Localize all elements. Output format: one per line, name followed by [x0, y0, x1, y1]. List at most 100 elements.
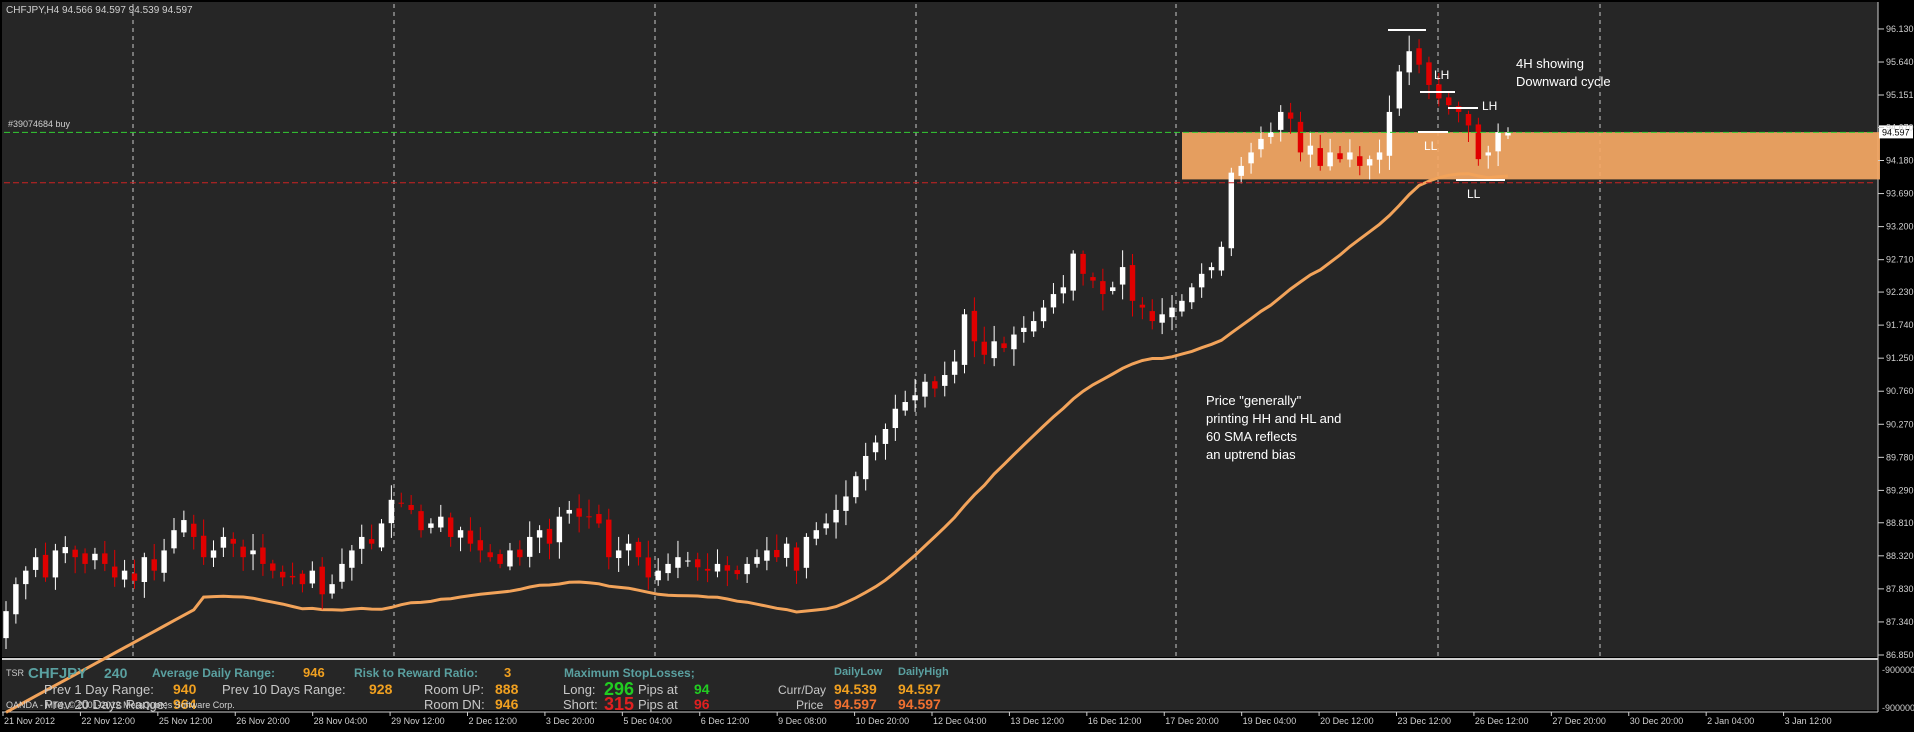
- candle-body-74: [734, 570, 740, 575]
- candle-56: [556, 507, 563, 559]
- candle-body-3: [32, 557, 39, 570]
- annotation-lh-1: LH: [1434, 68, 1449, 82]
- candle-88: [872, 435, 879, 461]
- candle-body-26: [260, 547, 266, 564]
- candle-79: [783, 537, 790, 567]
- x-tick-label-16: 19 Dec 04:00: [1243, 716, 1297, 726]
- candle-body-91: [902, 402, 908, 411]
- candle-body-81: [803, 536, 810, 568]
- candle-body-144: [1426, 62, 1432, 85]
- candle-59: [586, 499, 592, 529]
- candle-78: [774, 534, 780, 562]
- candle-body-96: [951, 361, 958, 375]
- candle-body-37: [368, 539, 375, 544]
- candle-117: [1159, 298, 1165, 335]
- candle-body-117: [1159, 314, 1165, 323]
- plot-area: [2, 2, 1878, 657]
- candle-6: [62, 536, 69, 564]
- candle-148: [1465, 110, 1472, 143]
- candle-38: [378, 518, 385, 552]
- candle-85: [843, 480, 849, 526]
- candle-124: [1228, 167, 1235, 257]
- long-value: 296: [604, 679, 634, 699]
- candle-body-24: [240, 546, 246, 558]
- candle-28: [279, 565, 286, 587]
- candle-body-107: [1060, 287, 1067, 294]
- y-tick-label-4: 94.180: [1886, 156, 1914, 166]
- tsr-period: 240: [104, 665, 128, 681]
- candle-body-115: [1139, 304, 1146, 308]
- candle-42: [418, 504, 424, 538]
- candle-57: [566, 500, 572, 524]
- candle-132: [1307, 131, 1314, 168]
- candle-body-85: [843, 496, 849, 511]
- candle-74: [734, 565, 740, 580]
- candle-90: [892, 394, 899, 441]
- room-dn-value: 946: [495, 696, 519, 712]
- candle-body-126: [1248, 152, 1254, 164]
- candle-23: [230, 532, 236, 558]
- candle-63: [625, 534, 632, 566]
- candle-113: [1119, 250, 1126, 300]
- candle-114: [1129, 253, 1136, 317]
- candle-body-149: [1475, 124, 1482, 160]
- candle-body-139: [1376, 152, 1383, 160]
- candle-body-44: [438, 516, 444, 528]
- room-up-value: 888: [495, 681, 519, 697]
- x-tick-label-6: 2 Dec 12:00: [469, 716, 518, 726]
- candle-body-72: [714, 563, 721, 572]
- candle-body-27: [270, 563, 276, 571]
- candle-body-109: [1080, 253, 1086, 274]
- order-label: #39074684 buy: [8, 119, 71, 129]
- candle-body-73: [724, 565, 731, 571]
- price-high-value: 94.597: [898, 696, 941, 712]
- candle-body-79: [783, 543, 790, 558]
- candle-82: [813, 522, 820, 546]
- candle-body-80: [793, 547, 800, 571]
- annotation-price-4: an uptrend bias: [1206, 447, 1296, 462]
- pips-long-value: 94: [694, 681, 710, 697]
- candle-body-43: [428, 523, 434, 528]
- x-tick-label-14: 16 Dec 12:00: [1088, 716, 1142, 726]
- candle-body-128: [1268, 132, 1274, 137]
- candle-104: [1030, 311, 1037, 337]
- y-tick-label-19: 86.850: [1886, 650, 1914, 660]
- candle-body-110: [1090, 277, 1096, 281]
- candle-body-86: [853, 476, 859, 498]
- y-tick-label-16: 88.320: [1886, 551, 1914, 561]
- candle-47: [467, 517, 474, 552]
- y-tick-label-7: 92.710: [1886, 255, 1914, 265]
- candle-12: [121, 559, 128, 588]
- candle-92: [912, 378, 918, 412]
- candle-32: [319, 557, 325, 610]
- candle-91: [902, 390, 908, 416]
- candle-body-137: [1357, 156, 1363, 166]
- y-tick-label-14: 89.290: [1886, 485, 1914, 495]
- candle-33: [329, 574, 335, 599]
- prev1-value: 940: [173, 681, 197, 697]
- candle-body-147: [1455, 106, 1462, 112]
- candle-body-28: [279, 571, 286, 578]
- zone-rect: [1182, 132, 1880, 180]
- y-tick-label-18: 87.340: [1886, 617, 1914, 627]
- candle-121: [1198, 263, 1205, 298]
- horizontal-lines: 94.597: [4, 125, 1913, 184]
- candle-body-90: [892, 408, 899, 429]
- candle-body-8: [82, 553, 88, 564]
- candle-body-88: [872, 442, 879, 453]
- candle-body-62: [615, 550, 622, 559]
- candle-body-54: [536, 530, 543, 538]
- candle-109: [1080, 250, 1086, 286]
- candle-36: [359, 524, 365, 564]
- candle-body-136: [1347, 152, 1353, 160]
- short-label: Short:: [563, 697, 598, 712]
- candle-body-152: [1505, 132, 1511, 136]
- candle-103: [1021, 316, 1027, 343]
- candle-body-122: [1208, 267, 1215, 271]
- candle-body-132: [1307, 145, 1314, 155]
- candle-76: [754, 549, 760, 568]
- candle-81: [803, 533, 810, 579]
- candle-61: [606, 508, 612, 570]
- x-tick-label-2: 25 Nov 12:00: [159, 716, 213, 726]
